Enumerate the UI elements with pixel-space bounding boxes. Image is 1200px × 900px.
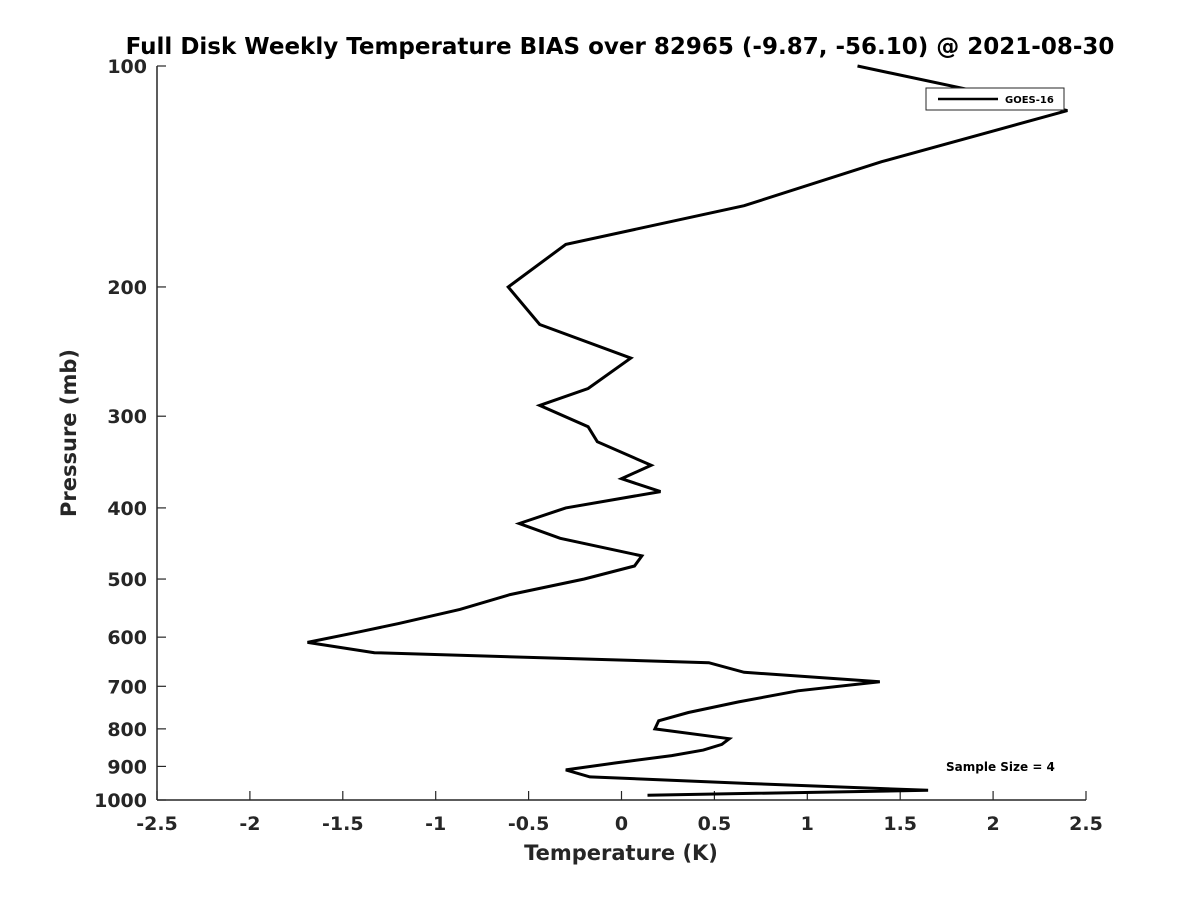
series-line-goes-16 <box>307 64 1068 797</box>
x-tick-label: 0.5 <box>698 813 732 835</box>
x-tick-label: -1 <box>425 813 446 835</box>
x-tick-label: 1 <box>801 813 814 835</box>
x-axis-ticks: -2.5 -2 -1.5 -1 -0.5 0 0.5 1 1.5 2 2.5 <box>136 791 1103 835</box>
x-axis-label: Temperature (K) <box>524 841 718 865</box>
y-tick-label: 800 <box>107 719 147 741</box>
legend: GOES-16 <box>925 87 1065 111</box>
y-tick-label: 300 <box>107 406 147 428</box>
x-tick-label: 1.5 <box>883 813 917 835</box>
y-tick-label: 900 <box>107 756 147 778</box>
chart-title: Full Disk Weekly Temperature BIAS over 8… <box>126 34 1115 60</box>
y-tick-label: 600 <box>107 627 147 649</box>
legend-label-goes-16: GOES-16 <box>1005 95 1054 106</box>
sample-size-annotation: Sample Size = 4 <box>946 760 1055 774</box>
x-tick-label: 2.5 <box>1069 813 1103 835</box>
x-tick-label: -0.5 <box>508 813 550 835</box>
x-tick-label: -2.5 <box>136 813 178 835</box>
y-tick-label: 200 <box>107 277 147 299</box>
x-tick-label: 0 <box>615 813 628 835</box>
x-tick-label: -2 <box>239 813 260 835</box>
y-tick-label: 1000 <box>94 790 147 812</box>
y-tick-label: 400 <box>107 498 147 520</box>
series-layer <box>307 64 1068 797</box>
y-tick-label: 700 <box>107 676 147 698</box>
y-axis-ticks: 100 200 300 400 500 600 700 800 900 1000 <box>94 56 166 812</box>
y-axis-label: Pressure (mb) <box>57 349 81 517</box>
y-tick-label: 500 <box>107 569 147 591</box>
x-tick-label: 2 <box>986 813 999 835</box>
y-tick-label: 100 <box>107 56 147 78</box>
x-tick-label: -1.5 <box>322 813 364 835</box>
plot-area <box>156 66 1086 801</box>
